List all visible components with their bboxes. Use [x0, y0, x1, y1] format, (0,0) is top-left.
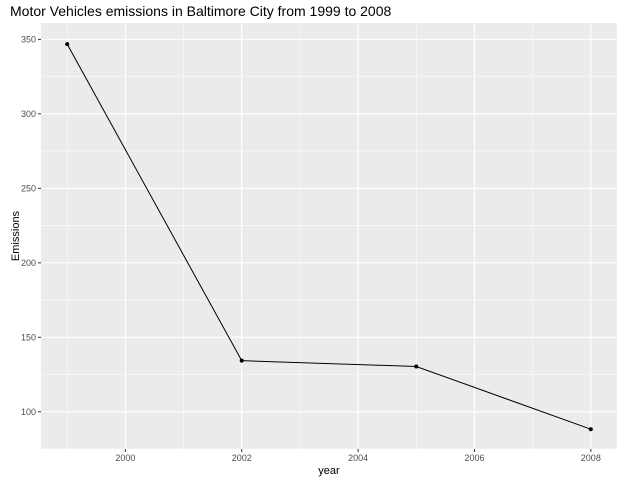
y-tick-label: 350 [21, 34, 36, 44]
y-tick-label: 300 [21, 109, 36, 119]
major-gridlines [41, 23, 617, 449]
data-point [588, 427, 593, 432]
y-tick-labels: 100 150 200 250 300 350 [21, 34, 36, 416]
x-tick-label: 2000 [115, 453, 135, 463]
data-point [414, 364, 419, 369]
y-tick-label: 150 [21, 332, 36, 342]
series-line [66, 43, 591, 430]
data-point [239, 358, 244, 363]
y-axis-title: Emissions [10, 210, 22, 261]
y-tick-label: 100 [21, 407, 36, 417]
y-tick-label: 200 [21, 258, 36, 268]
x-tick-label: 2004 [348, 453, 368, 463]
data-point [65, 42, 70, 47]
x-tick-labels: 2000 2002 2004 2006 2008 [115, 453, 600, 463]
plot-panel [41, 23, 617, 449]
x-axis-title: year [318, 465, 340, 477]
x-tick-label: 2006 [464, 453, 484, 463]
y-tick-label: 250 [21, 183, 36, 193]
axis-ticks [38, 38, 592, 452]
minor-gridlines [41, 23, 617, 450]
x-tick-label: 2008 [581, 453, 601, 463]
chart-title: Motor Vehicles emissions in Baltimore Ci… [10, 3, 392, 19]
x-tick-label: 2002 [232, 453, 252, 463]
series-layer [65, 42, 593, 432]
